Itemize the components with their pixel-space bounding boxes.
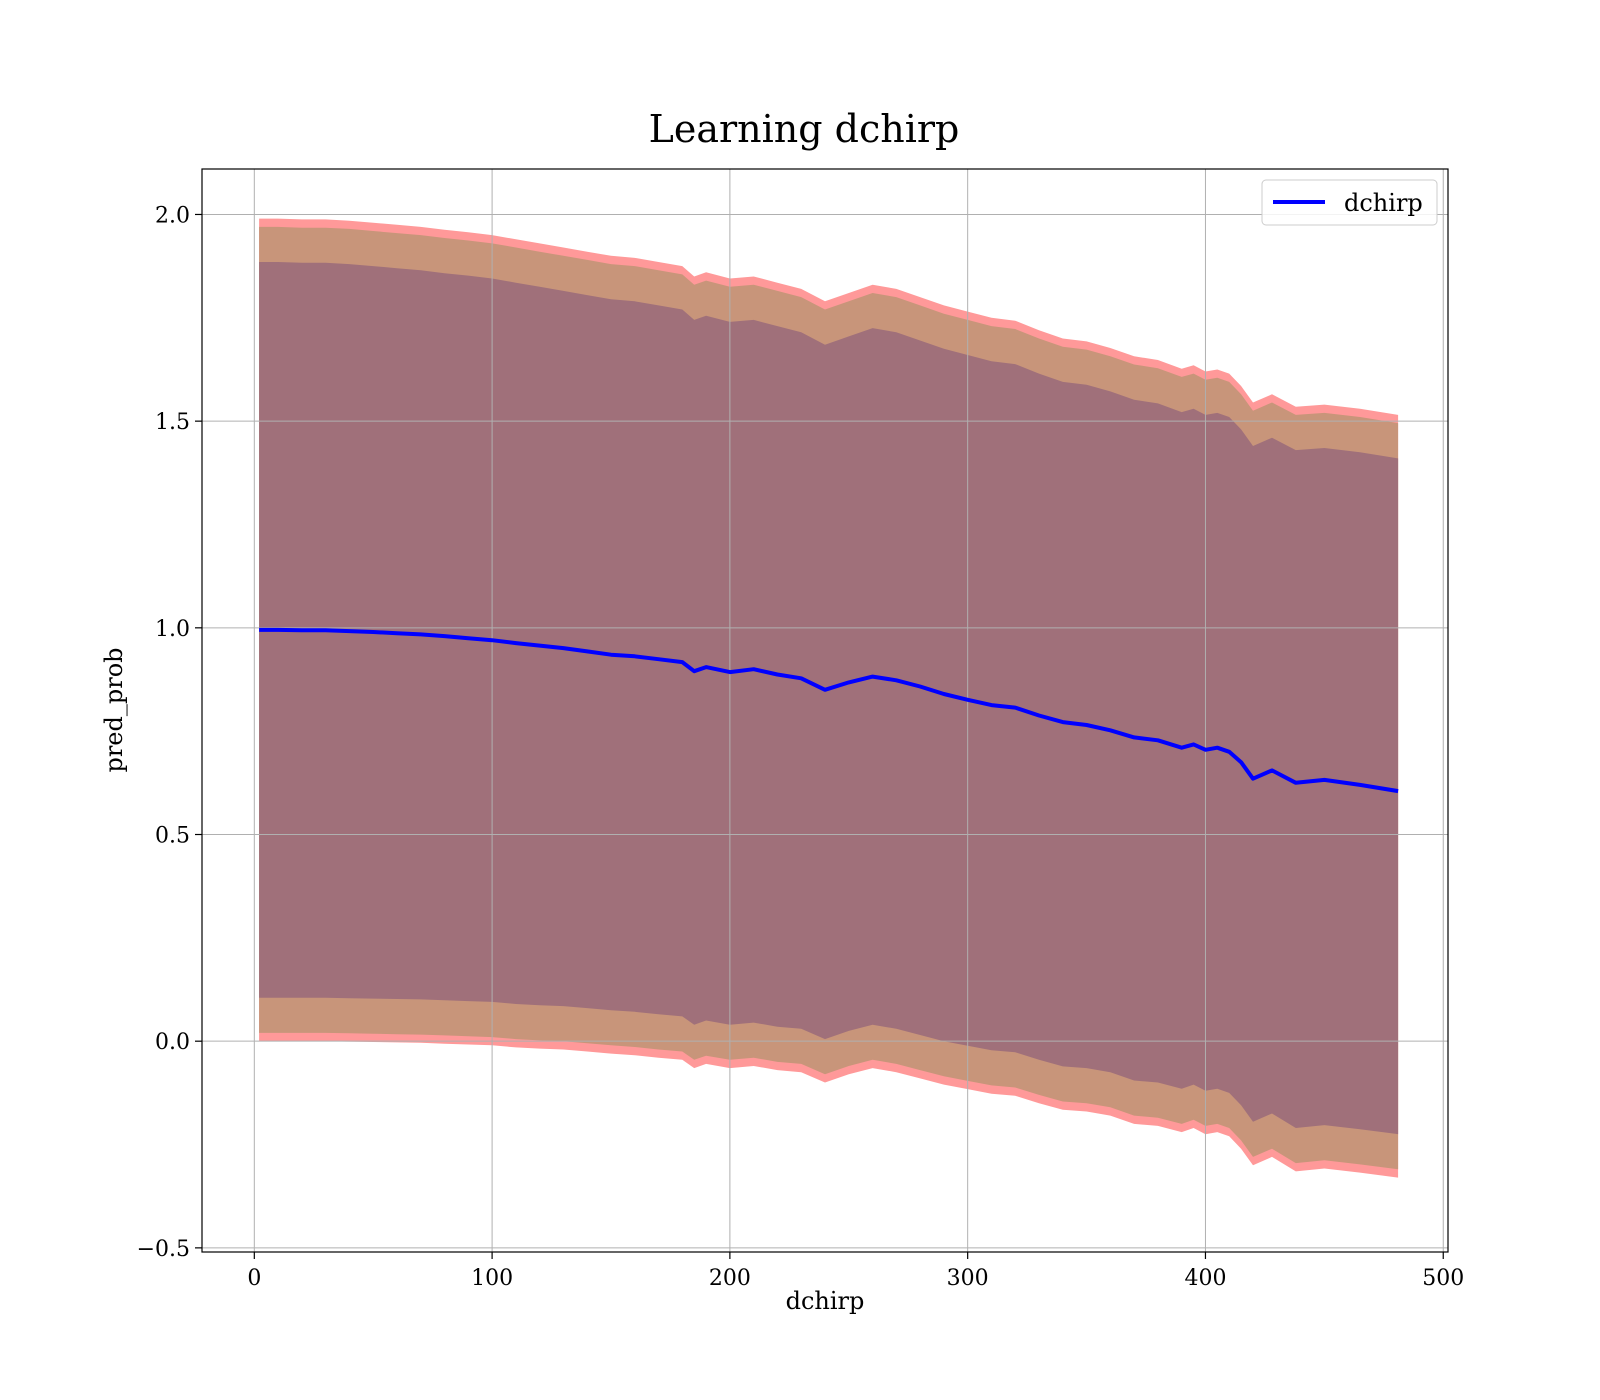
- x-tick-label-5: 500: [1422, 1266, 1464, 1291]
- series-lines: [259, 627, 1399, 794]
- y-tick-label-2: 0.5: [155, 824, 190, 849]
- y-tick-label-1: 0.0: [155, 1030, 190, 1055]
- y-tick-label-0: −0.5: [137, 1237, 190, 1262]
- x-axis-ticks: 0 100 200 300 400 500: [247, 1252, 1464, 1291]
- x-tick-label-0: 0: [247, 1266, 261, 1291]
- uncertainty-bands: [259, 218, 1399, 1178]
- x-tick-label-2: 200: [709, 1266, 751, 1291]
- y-tick-label-3: 1.0: [155, 617, 190, 642]
- grid-lines: [202, 169, 1448, 1252]
- x-tick-label-1: 100: [471, 1266, 513, 1291]
- y-tick-label-5: 2.0: [155, 203, 190, 228]
- legend-box: [1261, 179, 1438, 226]
- x-tick-label-4: 400: [1184, 1266, 1226, 1291]
- y-axis-label: pred_prob: [100, 647, 128, 772]
- series-line-dchirp: [259, 627, 1399, 794]
- legend-label-dchirp: dchirp: [1344, 189, 1423, 217]
- plot-frame: [201, 168, 1449, 1253]
- y-tick-label-4: 1.5: [155, 410, 190, 435]
- x-axis-label: dchirp: [786, 1287, 865, 1315]
- band-inner: [259, 262, 1399, 1135]
- x-tick-label-3: 300: [947, 1266, 989, 1291]
- chart-title: Learning dchirp: [649, 107, 960, 151]
- y-axis-ticks: −0.5 0.0 0.5 1.0 1.5 2.0: [137, 203, 202, 1262]
- legend: dchirp: [1261, 179, 1438, 226]
